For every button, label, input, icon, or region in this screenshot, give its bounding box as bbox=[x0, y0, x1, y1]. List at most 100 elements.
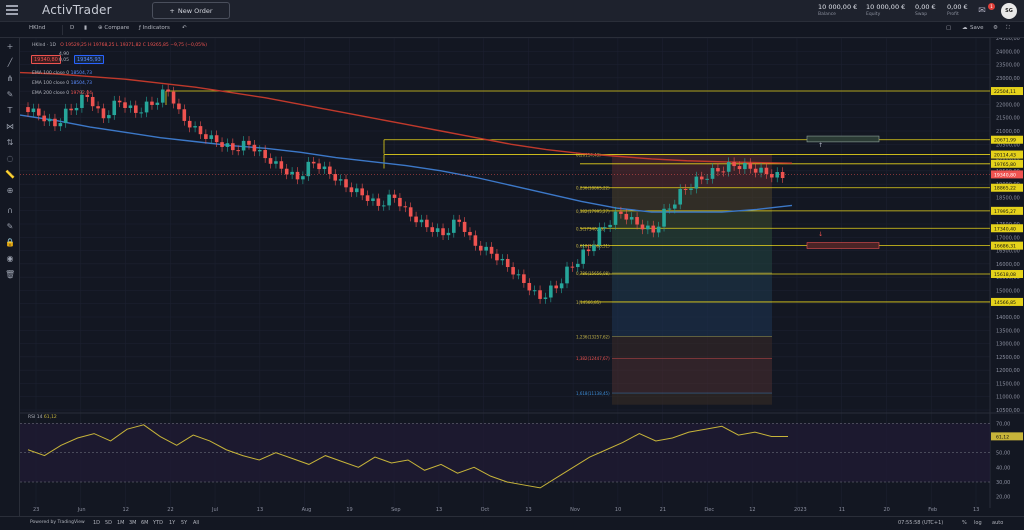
candle-body bbox=[134, 105, 138, 113]
price-tick-label: 20500,00 bbox=[996, 142, 1020, 148]
rsi-value-tag bbox=[991, 432, 1023, 441]
timeframe-1y[interactable]: 1Y bbox=[169, 520, 176, 526]
save-button[interactable]: Save bbox=[970, 25, 984, 31]
price-tick-label: 22000,00 bbox=[996, 102, 1020, 108]
fib-level-label: 1,236(13257,62) bbox=[576, 335, 610, 340]
candle-body bbox=[678, 188, 682, 205]
trash-icon[interactable]: 🗑 bbox=[5, 270, 16, 279]
candle-body bbox=[613, 211, 618, 225]
candle-body bbox=[284, 168, 289, 175]
undo-icon[interactable]: ↶ bbox=[182, 25, 187, 31]
price-tick-label: 13500,00 bbox=[996, 328, 1020, 334]
rsi-value-label: 61,12 bbox=[996, 434, 1009, 440]
user-avatar[interactable]: SG bbox=[1001, 3, 1017, 19]
candle-body bbox=[689, 188, 693, 190]
trendline-icon[interactable]: ╱ bbox=[7, 58, 13, 67]
sell-price-button[interactable]: 19340,80 bbox=[31, 55, 61, 64]
magnet-icon[interactable]: ∩ bbox=[7, 206, 13, 215]
swap-metric: 0,00 € Swap bbox=[915, 3, 936, 17]
shapes-icon[interactable]: ◌ bbox=[6, 154, 14, 163]
pattern-icon[interactable]: ⋈ bbox=[6, 122, 14, 131]
candle-body bbox=[570, 266, 575, 268]
fib-zone bbox=[612, 336, 772, 359]
candle-body bbox=[376, 198, 381, 206]
symbol-search[interactable]: HKInd bbox=[29, 25, 46, 31]
candle-body bbox=[63, 108, 68, 124]
price-tick-label: 13000,00 bbox=[996, 342, 1020, 348]
candle-body bbox=[452, 219, 456, 233]
bottom-bar: Powered by TradingView 1D 5D 1M 3M 6M YTD 1Y 5Y… bbox=[0, 516, 1024, 530]
percent-toggle[interactable]: % bbox=[962, 520, 967, 526]
candle-body bbox=[748, 163, 753, 169]
candle-body bbox=[532, 290, 537, 292]
candle-body bbox=[58, 123, 63, 127]
log-toggle[interactable]: log bbox=[974, 520, 982, 526]
menu-icon[interactable] bbox=[6, 5, 18, 15]
crosshair-icon[interactable]: + bbox=[6, 42, 14, 51]
candle-body bbox=[160, 89, 165, 103]
time-tick-label: 22 bbox=[167, 507, 173, 513]
stop-loss-box bbox=[806, 242, 880, 249]
buy-price-button[interactable]: 19345,93 bbox=[74, 55, 104, 64]
prediction-icon[interactable]: ⇅ bbox=[6, 138, 14, 147]
timeframe-5y[interactable]: 5Y bbox=[181, 520, 188, 526]
timeframe-all[interactable]: All bbox=[193, 520, 200, 526]
lock-drawing-icon[interactable]: ✎ bbox=[6, 222, 14, 231]
candle-body bbox=[74, 107, 79, 111]
new-order-button[interactable]: + New Order bbox=[152, 2, 230, 19]
rsi-tick-label: 30,00 bbox=[996, 480, 1010, 486]
candle-body bbox=[166, 89, 170, 92]
indicators-button[interactable]: ƒ Indicators bbox=[139, 25, 170, 31]
candle-body bbox=[554, 285, 559, 289]
price-tick-label: 10500,00 bbox=[996, 408, 1020, 414]
inbox-icon[interactable]: ✉ bbox=[978, 6, 986, 16]
candle-body bbox=[505, 258, 510, 268]
interval-selector[interactable]: D bbox=[70, 25, 75, 31]
timeframe-1d[interactable]: 1D bbox=[93, 520, 101, 526]
candle-body bbox=[500, 258, 505, 261]
eye-icon[interactable]: ◉ bbox=[6, 254, 14, 263]
balance-metric: 10 000,00 € Balance bbox=[818, 3, 858, 17]
candle-body bbox=[635, 217, 639, 225]
candle-body bbox=[306, 161, 311, 177]
candle-body bbox=[667, 208, 672, 210]
timeframe-1m[interactable]: 1M bbox=[117, 520, 125, 526]
candle-body bbox=[640, 224, 645, 230]
candles-icon[interactable]: ▮ bbox=[84, 25, 88, 31]
timeframe-3m[interactable]: 3M bbox=[129, 520, 137, 526]
candle-body bbox=[764, 167, 769, 175]
candle-body bbox=[182, 109, 187, 121]
settings-icon[interactable]: ⚙ bbox=[993, 25, 998, 31]
candle-body bbox=[403, 206, 408, 208]
candle-body bbox=[597, 227, 602, 246]
timeframe-5d[interactable]: 5D bbox=[105, 520, 113, 526]
candle-body bbox=[683, 188, 688, 190]
time-tick-label: 20 bbox=[883, 507, 889, 513]
timeframe-ytd[interactable]: YTD bbox=[153, 520, 163, 526]
candle-body bbox=[705, 178, 709, 180]
ruler-icon[interactable]: 📏 bbox=[5, 170, 15, 179]
candle-body bbox=[387, 194, 391, 206]
brush-icon[interactable]: ✎ bbox=[6, 90, 14, 99]
cloud-icon[interactable]: ☁ bbox=[962, 25, 968, 31]
pitchfork-icon[interactable]: ⋔ bbox=[6, 74, 14, 83]
price-chart[interactable]: 24500,0024000,0023500,0023000,0022500,00… bbox=[20, 38, 1024, 516]
powered-by: Powered by TradingView bbox=[30, 520, 85, 525]
timeframe-6m[interactable]: 6M bbox=[141, 520, 149, 526]
zoom-icon[interactable]: ⊕ bbox=[6, 186, 14, 195]
price-tick-label: 18500,00 bbox=[996, 195, 1020, 201]
auto-toggle[interactable]: auto bbox=[992, 520, 1004, 526]
ema-legend-2: EMA 100 close 0 18504,73 bbox=[32, 81, 93, 86]
compare-button[interactable]: ⊕ Compare bbox=[98, 25, 130, 31]
price-tick-label: 16500,00 bbox=[996, 249, 1020, 255]
candle-body bbox=[408, 207, 413, 217]
fib-zone bbox=[612, 272, 772, 302]
text-icon[interactable]: T bbox=[7, 106, 13, 115]
fullscreen-icon[interactable]: ⛶ bbox=[1006, 25, 1010, 31]
top-app-bar: ActivTrader + New Order 10 000,00 € Bala… bbox=[0, 0, 1024, 22]
time-tick-label: Nov bbox=[570, 507, 580, 513]
lock-icon[interactable]: 🔒 bbox=[5, 238, 15, 247]
candle-body bbox=[123, 102, 127, 108]
candle-body bbox=[236, 150, 241, 152]
layout-icon[interactable]: ▢ bbox=[946, 25, 952, 31]
